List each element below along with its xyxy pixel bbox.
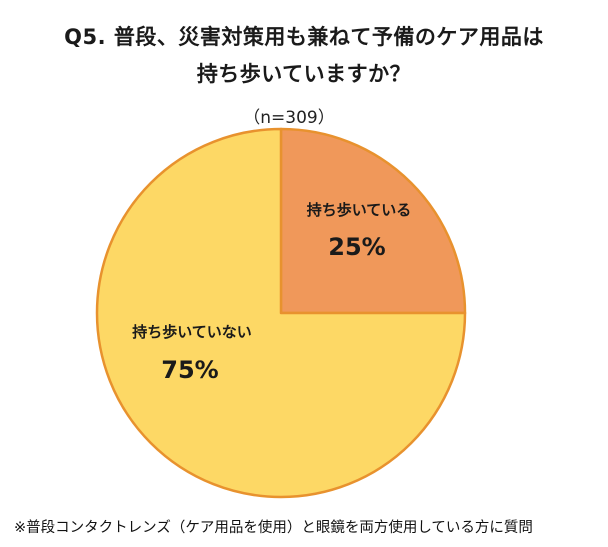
pie-slice-not-carry xyxy=(95,127,467,499)
footnote: ※普段コンタクトレンズ（ケア用品を使用）と眼鏡を両方使用している方に質問 xyxy=(14,520,533,536)
slice-label-carry: 持ち歩いている xyxy=(307,201,412,219)
pie-slices xyxy=(95,127,467,499)
pie-slice-carry xyxy=(279,127,467,315)
slice-value-carry: 25% xyxy=(328,233,385,261)
chart-title-line2: 持ち歩いていますか？ xyxy=(196,62,412,86)
slice-value-not-carry: 75% xyxy=(161,356,218,384)
chart-title-line1: Q5. 普段、災害対策用も兼ねて予備のケア用品は xyxy=(64,25,544,49)
pie-labels: 持ち歩いている 25% 持ち歩いていない 75% xyxy=(132,201,411,384)
slice-label-not-carry: 持ち歩いていない xyxy=(132,323,252,341)
sample-size: （n=309） xyxy=(243,108,335,128)
